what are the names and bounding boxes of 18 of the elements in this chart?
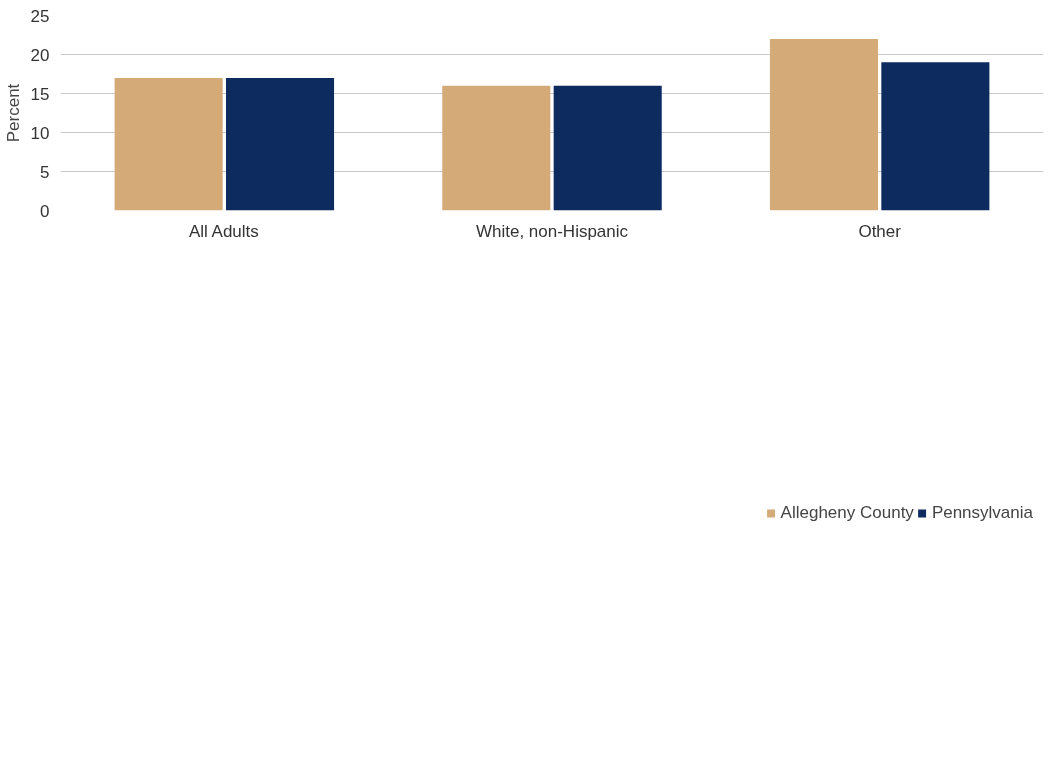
bar bbox=[553, 85, 662, 211]
bar bbox=[769, 38, 878, 211]
legend-label: Allegheny County bbox=[780, 503, 914, 523]
x-tick-label: All Adults bbox=[188, 221, 259, 241]
bar bbox=[226, 77, 335, 211]
legend-label: Pennsylvania bbox=[931, 503, 1033, 523]
x-tick-label: White, non-Hispanic bbox=[475, 221, 629, 241]
y-tick-label: 0 bbox=[40, 201, 50, 221]
y-tick-label: 15 bbox=[30, 84, 50, 104]
bar bbox=[114, 77, 223, 211]
bar bbox=[881, 62, 990, 211]
y-tick-label: 5 bbox=[40, 162, 50, 182]
y-tick-label: 20 bbox=[30, 45, 50, 65]
x-tick-label: Other bbox=[858, 221, 902, 241]
y-axis-title: Percent bbox=[3, 83, 23, 143]
y-tick-label: 10 bbox=[30, 123, 50, 143]
bar bbox=[442, 85, 551, 211]
y-tick-label: 25 bbox=[30, 6, 50, 26]
